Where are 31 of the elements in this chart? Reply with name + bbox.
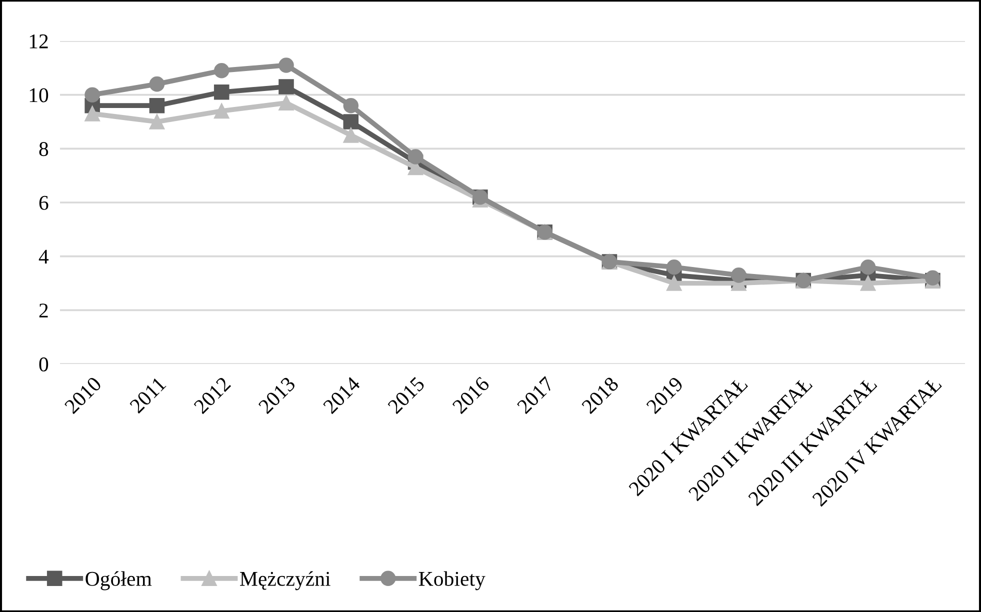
- point: [666, 276, 682, 291]
- point: [860, 259, 876, 275]
- point: [278, 58, 294, 73]
- point: [149, 98, 165, 114]
- y-tick-label: 4: [38, 250, 49, 264]
- y-tick-label: 6: [39, 196, 48, 210]
- y-tick-label: 8: [39, 142, 48, 156]
- y-tick-label: 12: [30, 34, 48, 48]
- point: [149, 76, 165, 92]
- point: [731, 268, 746, 283]
- y-tick-label: 0: [39, 357, 48, 372]
- point: [84, 106, 100, 122]
- point: [214, 103, 230, 119]
- point: [149, 114, 165, 130]
- legend-label: Mężczyźni: [240, 571, 330, 590]
- point: [278, 79, 294, 94]
- point: [343, 128, 359, 143]
- y-tick-label: 10: [30, 88, 48, 102]
- point: [84, 87, 100, 102]
- legend-label: Ogółem: [86, 571, 152, 590]
- point: [278, 95, 294, 111]
- point: [343, 98, 359, 114]
- x-tick-label: 2011: [129, 376, 166, 414]
- point: [408, 149, 424, 164]
- legend-label: Kobiety: [418, 571, 486, 590]
- point: [214, 84, 230, 100]
- point: [214, 62, 230, 78]
- point: [666, 259, 682, 275]
- point: [343, 114, 359, 130]
- y-tick-label: 2: [39, 304, 48, 318]
- point: [860, 276, 876, 291]
